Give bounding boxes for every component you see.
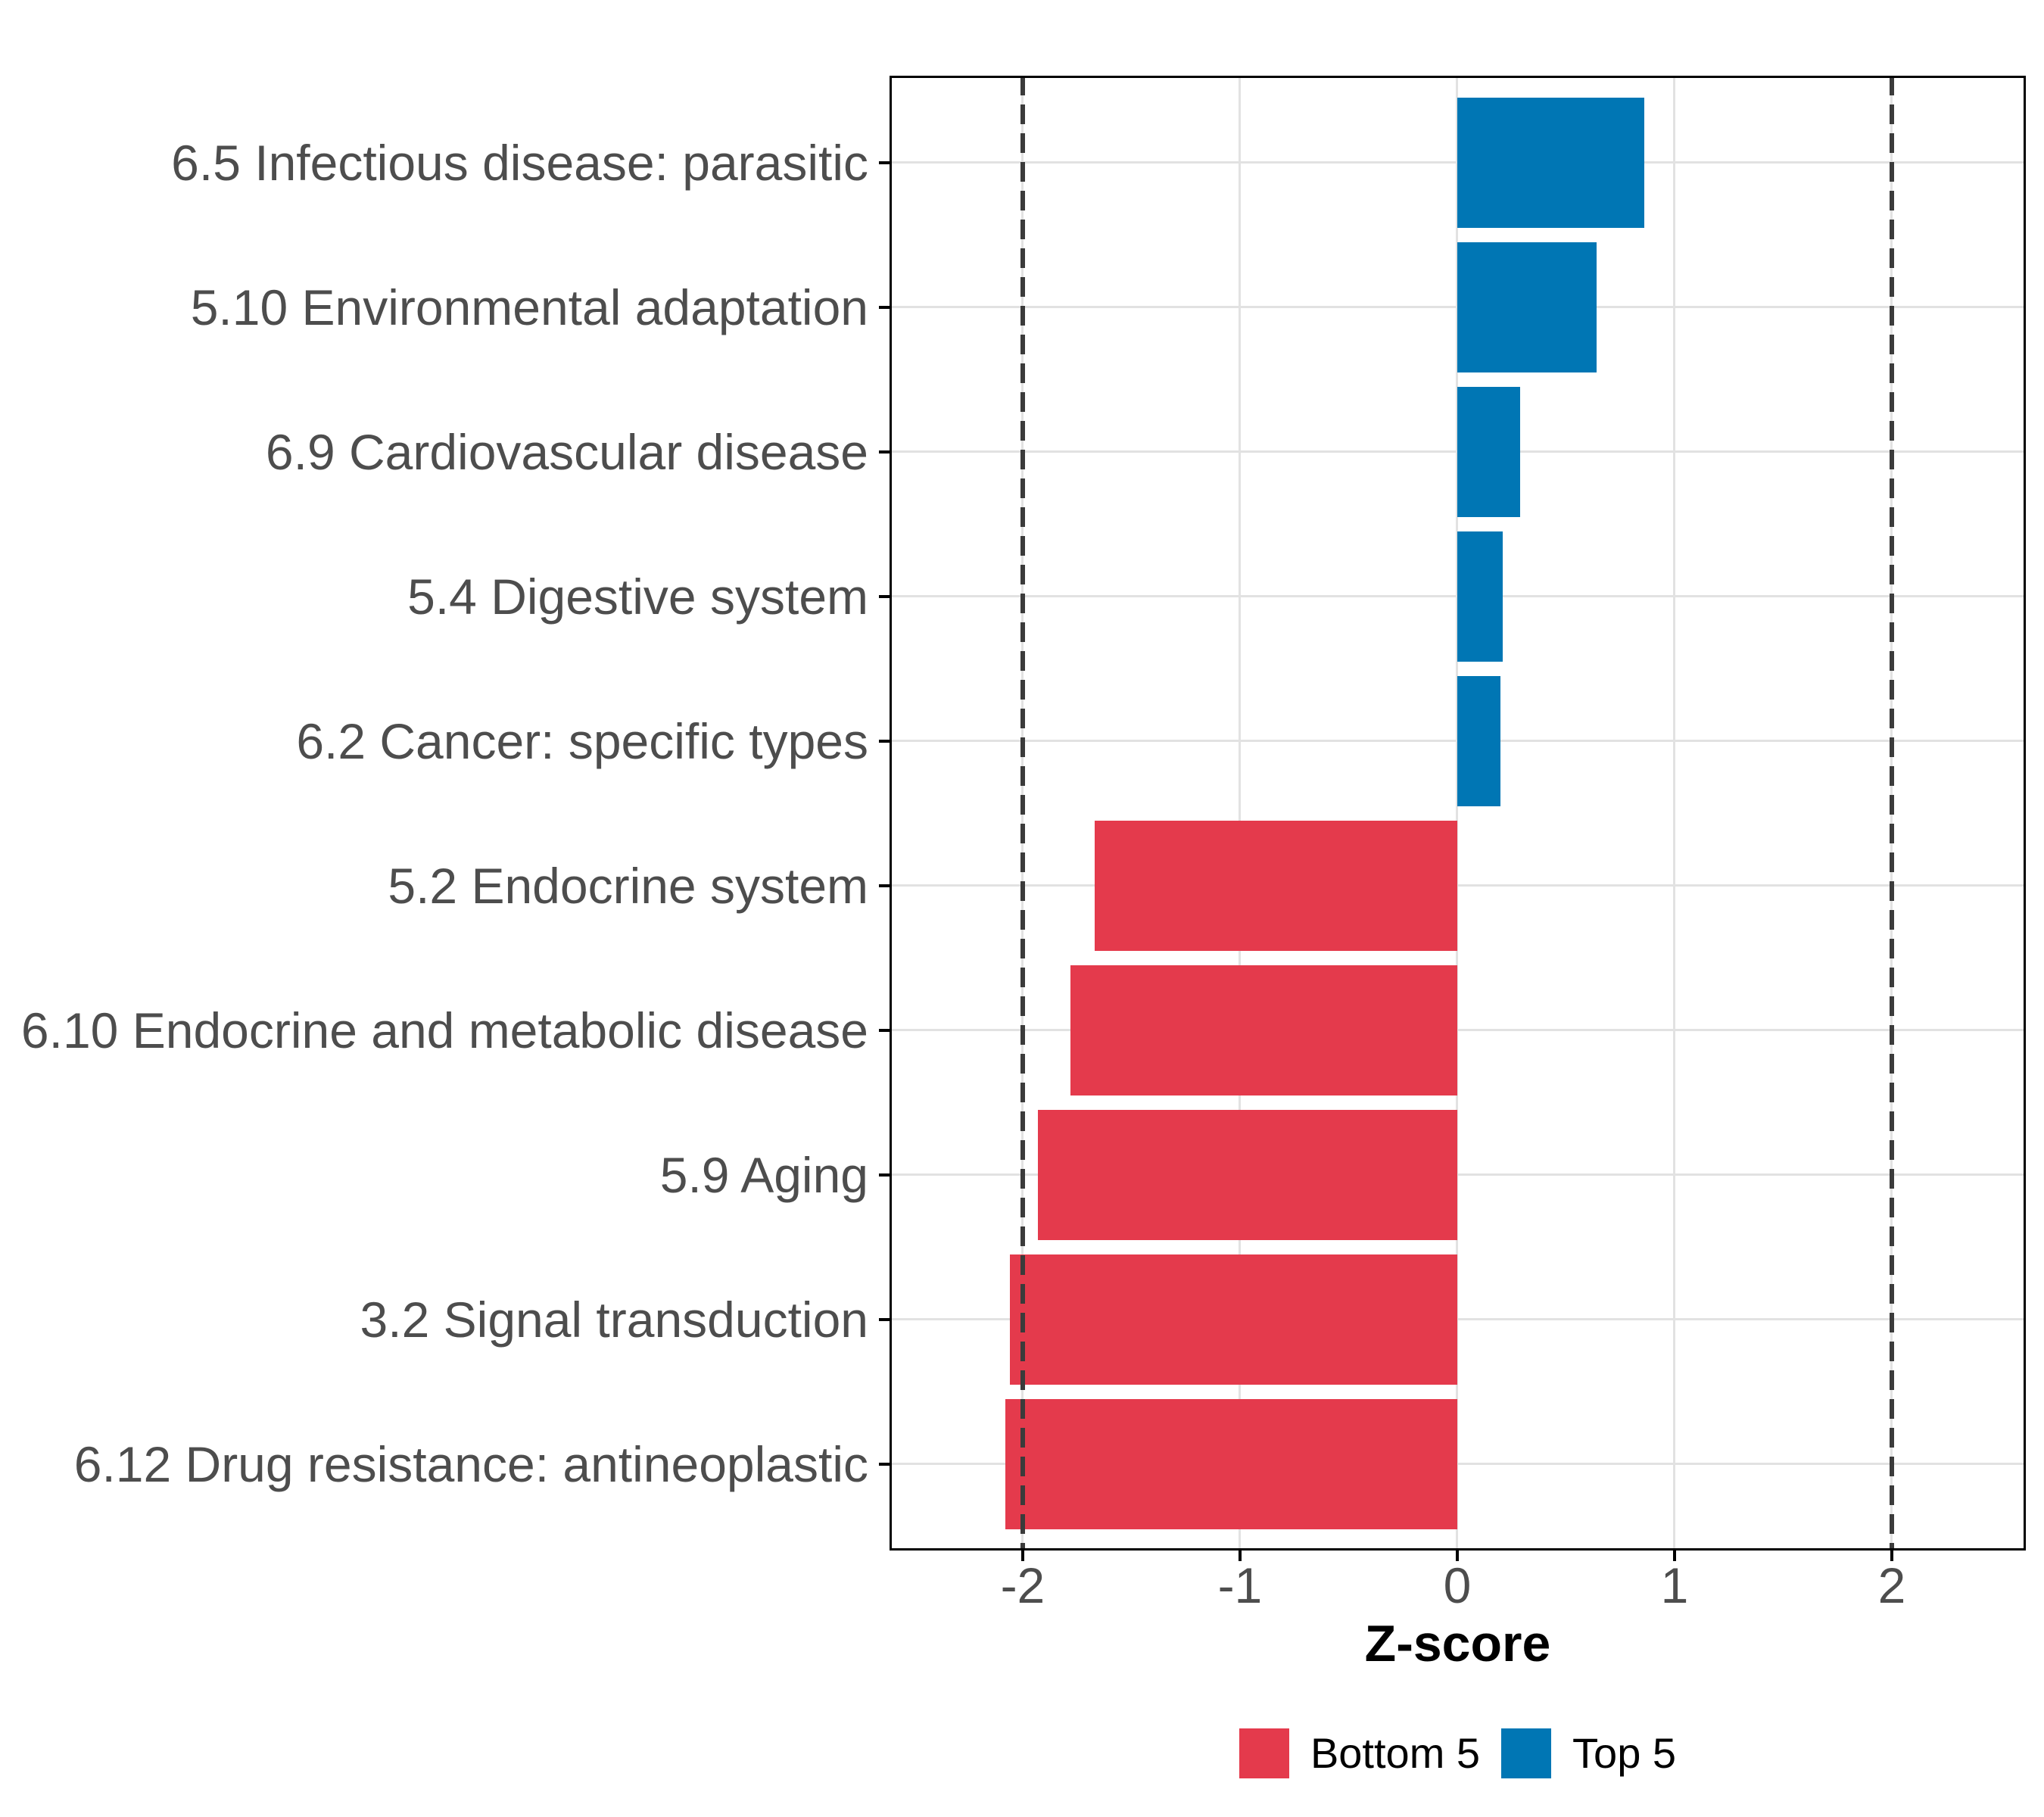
legend-label: Bottom 5 [1310, 1729, 1481, 1777]
y-tick-mark [879, 1317, 890, 1321]
bar [1457, 242, 1597, 372]
reference-line [1889, 76, 1894, 1551]
category-label: 6.9 Cardiovascular disease [265, 423, 868, 480]
x-tick-mark [1890, 1551, 1893, 1561]
plot-panel [890, 76, 2026, 1551]
y-gridline [890, 884, 2026, 887]
reference-line [1020, 76, 1025, 1551]
legend-swatch [1501, 1728, 1552, 1778]
category-label: 5.9 Aging [659, 1146, 868, 1203]
y-gridline [890, 1029, 2026, 1031]
y-tick-mark [879, 1028, 890, 1032]
y-tick-mark [879, 450, 890, 453]
bar [1070, 965, 1457, 1095]
legend-item: Top 5 [1501, 1728, 1676, 1778]
bar [1038, 1109, 1457, 1240]
category-label: 6.12 Drug resistance: antineoplastic [73, 1435, 868, 1492]
legend: Bottom 5 Top 5 [890, 1728, 2026, 1778]
y-gridline [890, 1173, 2026, 1176]
bar [1009, 1254, 1457, 1385]
x-tick-label: -2 [1000, 1557, 1045, 1613]
x-gridline [1239, 76, 1242, 1551]
y-tick-mark [879, 884, 890, 887]
bar [1457, 386, 1521, 517]
x-tick-label: 2 [1877, 1557, 1906, 1613]
y-tick-mark [879, 161, 890, 164]
category-label: 5.2 Endocrine system [388, 857, 868, 914]
y-tick-mark [879, 1173, 890, 1177]
y-tick-mark [879, 739, 890, 743]
y-gridline [890, 1318, 2026, 1320]
bar [1457, 97, 1644, 228]
category-label: 6.10 Endocrine and metabolic disease [20, 1002, 868, 1058]
x-tick-mark [1455, 1551, 1459, 1561]
bar [1094, 820, 1457, 951]
category-label: 3.2 Signal transduction [360, 1291, 868, 1348]
bar [1457, 531, 1503, 662]
x-gridline [1456, 76, 1459, 1551]
category-label: 5.10 Environmental adaptation [190, 279, 868, 335]
category-label: 5.4 Digestive system [407, 568, 868, 625]
legend-item: Bottom 5 [1239, 1728, 1480, 1778]
x-tick-label: 0 [1443, 1557, 1472, 1613]
x-tick-label: 1 [1660, 1557, 1689, 1613]
y-tick-mark [879, 594, 890, 598]
x-gridline [1673, 76, 1676, 1551]
bar [1457, 675, 1501, 806]
bar [1005, 1398, 1457, 1529]
category-label: 6.5 Infectious disease: parasitic [171, 134, 868, 191]
x-tick-mark [1238, 1551, 1242, 1561]
x-tick-mark [1672, 1551, 1676, 1561]
x-tick-label: -1 [1217, 1557, 1263, 1613]
y-gridline [890, 1463, 2026, 1465]
y-tick-mark [879, 1462, 890, 1466]
y-tick-mark [879, 305, 890, 309]
legend-swatch [1239, 1728, 1289, 1778]
legend-label: Top 5 [1572, 1729, 1677, 1777]
x-axis-title: Z-score [1364, 1615, 1551, 1672]
category-label: 6.2 Cancer: specific types [296, 712, 868, 769]
x-tick-mark [1020, 1551, 1024, 1561]
